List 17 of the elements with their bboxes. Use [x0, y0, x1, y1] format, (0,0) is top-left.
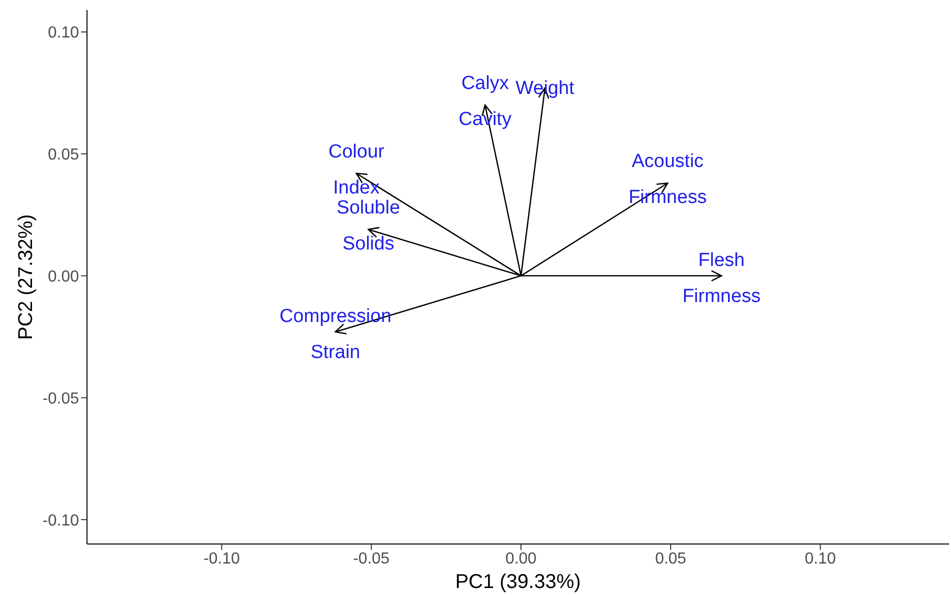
x-axis-title: PC1 (39.33%) [455, 571, 581, 593]
series-label: Soluble Solids [336, 197, 400, 254]
y-tick-label: 0.05 [48, 146, 80, 164]
x-tick-label: -0.10 [203, 550, 240, 568]
y-axis-title: PC2 (27.32%) [15, 214, 37, 340]
x-tick-label: -0.05 [353, 550, 390, 568]
x-tick-label: 0.05 [655, 550, 686, 568]
y-tick-label: 0.10 [48, 24, 80, 42]
x-tick-label: 0.00 [505, 550, 537, 568]
series-label: Flesh Firmness [682, 250, 761, 307]
series-label: Compression Strain [279, 306, 392, 363]
x-tick-label: 0.10 [804, 550, 836, 568]
y-tick-label: -0.10 [42, 512, 80, 530]
y-tick-label: -0.05 [42, 390, 80, 408]
y-tick-label: 0.00 [48, 268, 80, 286]
series-label: Colour Index [328, 141, 386, 198]
series-label: Weight [516, 78, 576, 100]
